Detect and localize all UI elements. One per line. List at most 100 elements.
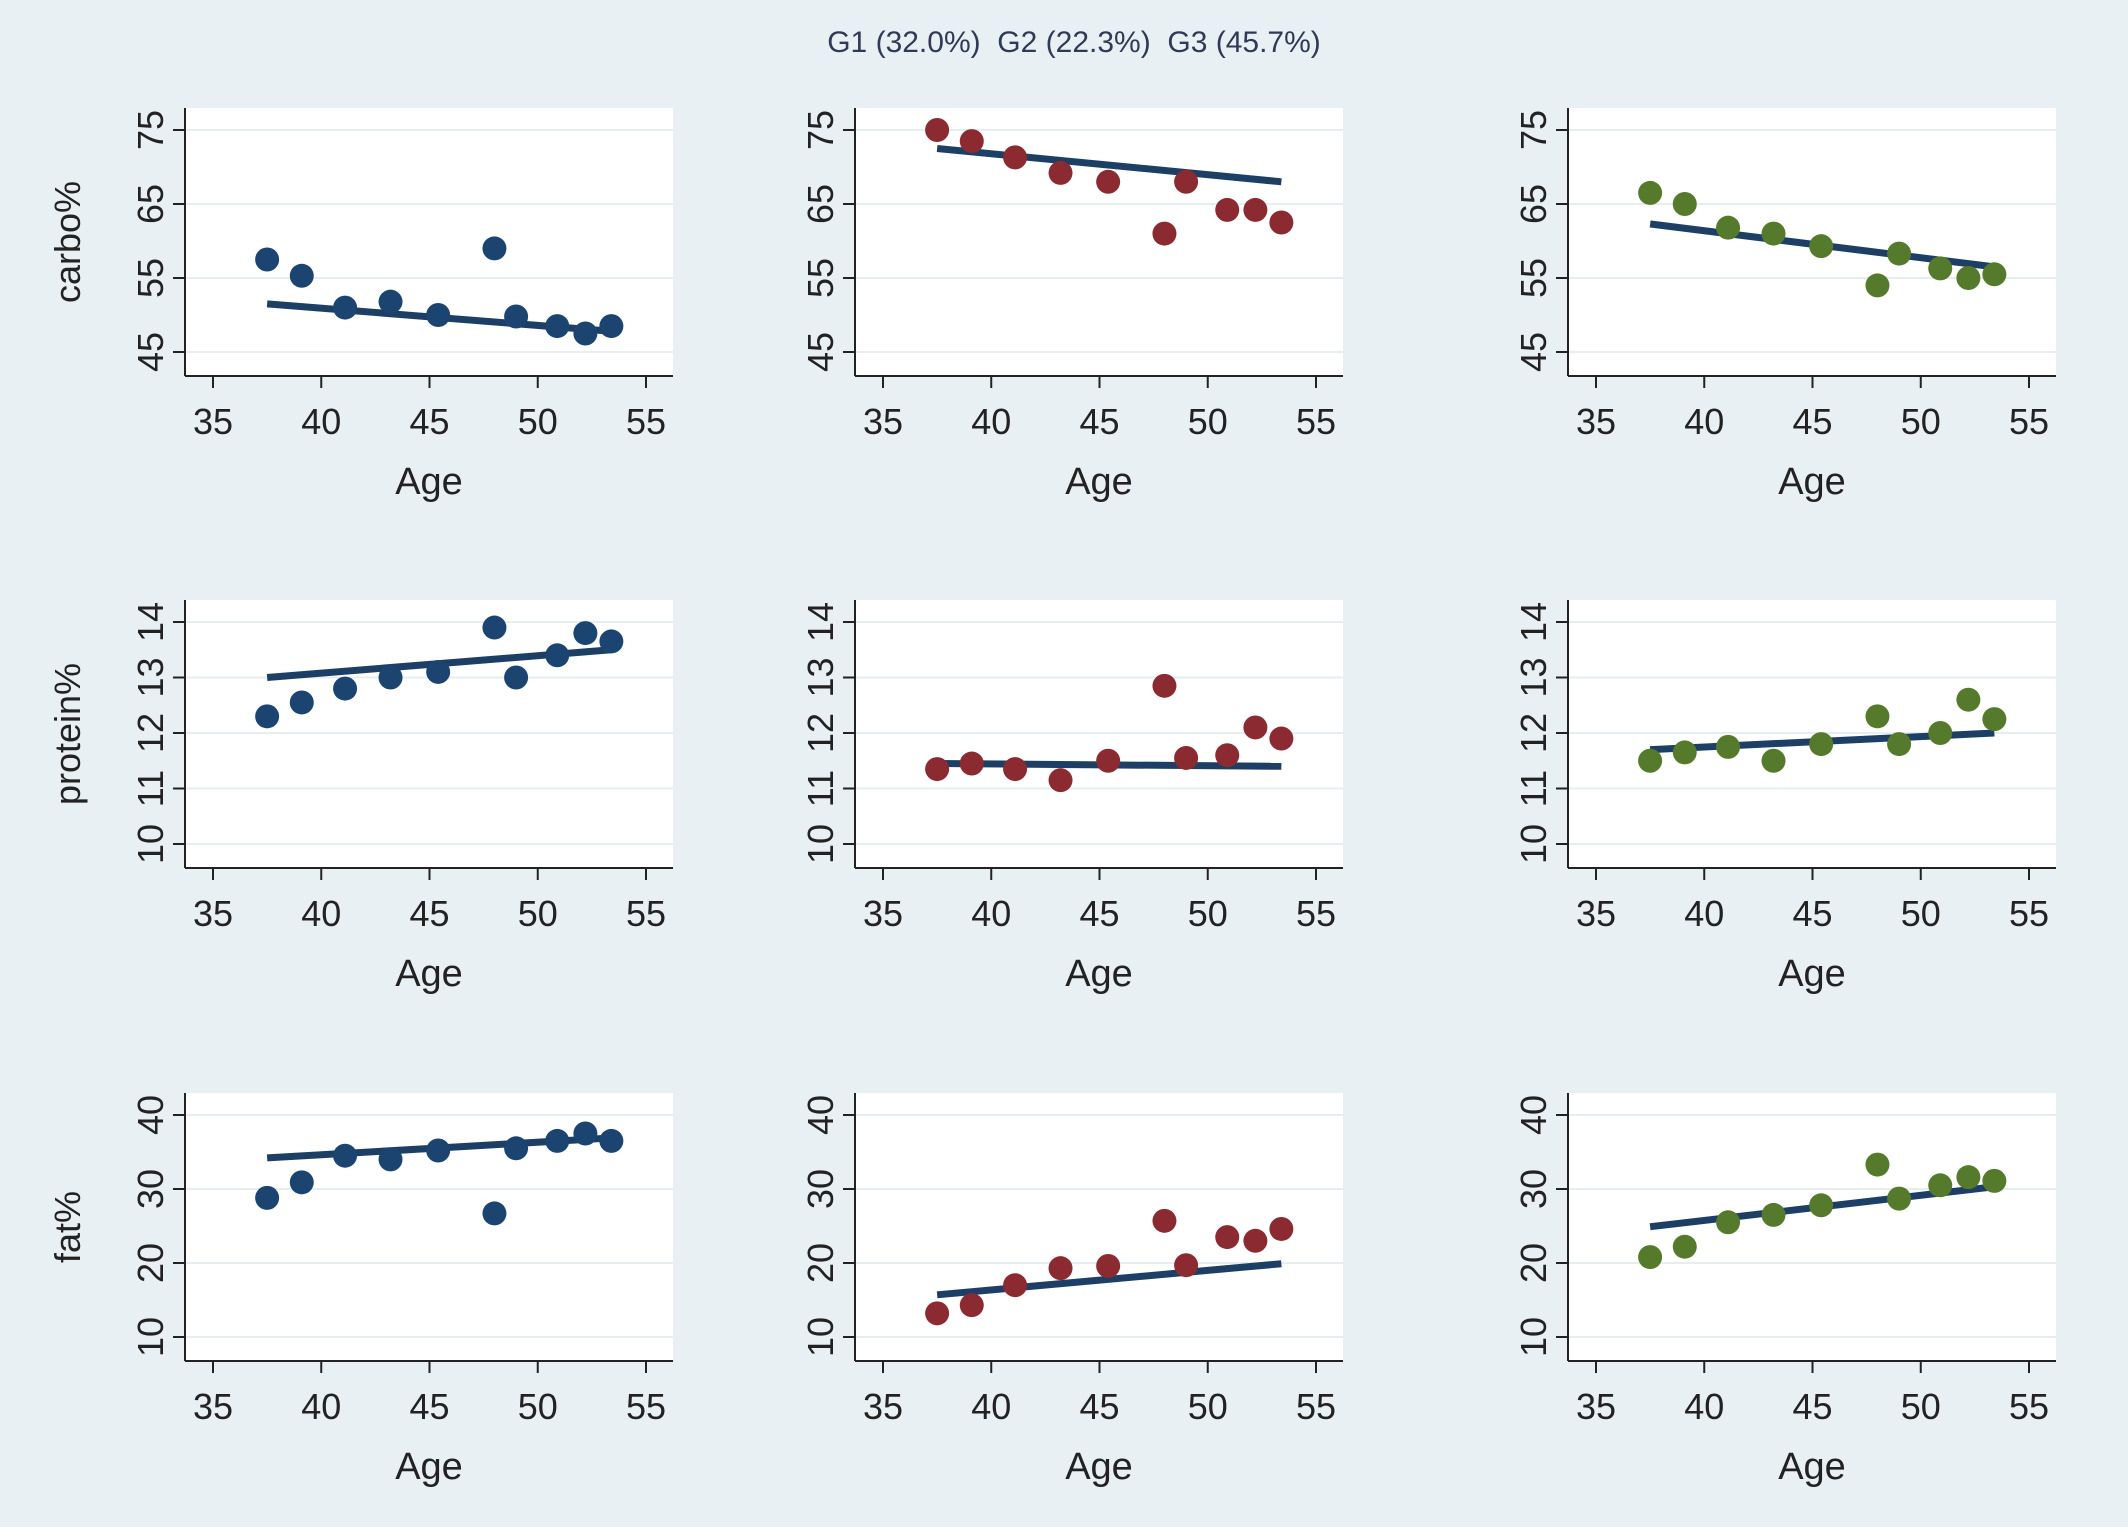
panel-4-g1: 10 11 12 13 14 35 40 45 50 55 Age protein% [47, 600, 673, 995]
y-tick-label: 45 [1513, 332, 1554, 372]
y-tick-label: 55 [800, 258, 841, 298]
y-tick-label: 10 [800, 824, 841, 864]
data-point [1982, 262, 2007, 287]
data-point [378, 289, 403, 314]
data-point [1003, 145, 1028, 170]
y-tick-label: 30 [1513, 1169, 1554, 1209]
x-axis-label: Age [1778, 1446, 1846, 1488]
y-tick-label: 45 [130, 332, 171, 372]
data-point [1048, 1256, 1073, 1281]
x-axis-label: Age [1065, 953, 1133, 995]
x-axis-label: Age [1778, 953, 1846, 995]
data-point [1048, 768, 1073, 793]
data-point [959, 129, 984, 154]
y-tick-label: 40 [800, 1095, 841, 1135]
panel-1-g1: 45 55 65 75 35 40 45 50 55 Age carbo% [47, 108, 673, 503]
data-point [599, 1128, 624, 1153]
y-tick-label: 75 [1513, 110, 1554, 150]
y-tick-label: 10 [1513, 824, 1554, 864]
panel-7-g1: 10 20 30 40 35 40 45 50 55 Age fat% [47, 1093, 673, 1488]
data-point [289, 263, 314, 288]
x-tick-label: 55 [2009, 893, 2049, 934]
x-tick-label: 45 [1079, 893, 1119, 934]
y-axis-label: fat% [47, 1191, 88, 1263]
data-point [1887, 732, 1912, 757]
panel-8-g2: 10 20 30 40 35 40 45 50 55 Age [800, 1093, 1343, 1488]
y-tick-label: 30 [800, 1169, 841, 1209]
y-tick-label: 12 [800, 713, 841, 753]
y-tick-label: 20 [130, 1243, 171, 1283]
y-tick-label: 30 [130, 1169, 171, 1209]
data-point [1269, 210, 1294, 235]
data-point [1243, 715, 1268, 740]
x-tick-label: 35 [1576, 893, 1616, 934]
data-point [482, 615, 507, 640]
data-point [504, 665, 529, 690]
data-point [1761, 748, 1786, 773]
x-tick-label: 40 [971, 893, 1011, 934]
y-tick-label: 10 [1513, 1317, 1554, 1357]
panel-3-g3: 45 55 65 75 35 40 45 50 55 Age [1513, 108, 2056, 503]
data-point [255, 1185, 280, 1210]
x-tick-label: 40 [1684, 893, 1724, 934]
data-point [1215, 1225, 1240, 1250]
panel-9-g3: 10 20 30 40 35 40 45 50 55 Age [1513, 1093, 2056, 1488]
y-tick-label: 40 [1513, 1095, 1554, 1135]
x-tick-label: 35 [1576, 1386, 1616, 1427]
x-tick-label: 55 [626, 893, 666, 934]
x-tick-label: 45 [1792, 893, 1832, 934]
data-point [504, 1136, 529, 1161]
data-point [959, 751, 984, 776]
data-point [1243, 1228, 1268, 1253]
x-tick-label: 55 [1296, 1386, 1336, 1427]
data-point [545, 1128, 570, 1153]
y-tick-label: 45 [800, 332, 841, 372]
plot-area [185, 108, 673, 376]
data-point [1887, 241, 1912, 266]
data-point [482, 1201, 507, 1226]
x-tick-label: 45 [1079, 401, 1119, 442]
plot-area [185, 1093, 673, 1361]
data-point [1809, 234, 1834, 259]
x-tick-label: 40 [1684, 401, 1724, 442]
data-point [1928, 1173, 1953, 1198]
x-tick-label: 45 [1792, 1386, 1832, 1427]
data-point [925, 118, 950, 142]
data-point [1243, 197, 1268, 222]
data-point [1048, 160, 1073, 185]
x-tick-label: 55 [2009, 401, 2049, 442]
data-point [1174, 1253, 1199, 1278]
x-tick-label: 40 [1684, 1386, 1724, 1427]
data-point [1096, 169, 1121, 194]
data-point [1269, 1216, 1294, 1241]
y-tick-label: 14 [1513, 602, 1554, 642]
y-tick-label: 55 [130, 258, 171, 298]
data-point [1956, 687, 1981, 712]
data-point [289, 690, 314, 715]
y-tick-label: 75 [130, 110, 171, 150]
legend-text: G1 (32.0%) G2 (22.3%) G3 (45.7%) [827, 26, 1321, 59]
data-point [426, 1138, 451, 1163]
x-axis-label: Age [1065, 1446, 1133, 1488]
data-point [1215, 743, 1240, 768]
x-tick-label: 50 [518, 401, 558, 442]
data-point [959, 1293, 984, 1318]
data-point [333, 295, 358, 320]
y-tick-label: 14 [130, 602, 171, 642]
data-point [1672, 740, 1697, 765]
x-tick-label: 45 [409, 401, 449, 442]
data-point [599, 629, 624, 654]
x-tick-label: 45 [409, 1386, 449, 1427]
x-tick-label: 55 [1296, 893, 1336, 934]
x-axis-label: Age [1065, 461, 1133, 503]
x-tick-label: 35 [193, 1386, 233, 1427]
x-tick-label: 35 [863, 893, 903, 934]
x-tick-label: 35 [863, 1386, 903, 1427]
y-tick-label: 14 [800, 602, 841, 642]
data-point [1865, 704, 1890, 729]
panel-5-g2: 10 11 12 13 14 35 40 45 50 55 Age [800, 600, 1343, 995]
x-tick-label: 50 [1901, 893, 1941, 934]
x-tick-label: 40 [971, 1386, 1011, 1427]
x-tick-label: 40 [301, 401, 341, 442]
